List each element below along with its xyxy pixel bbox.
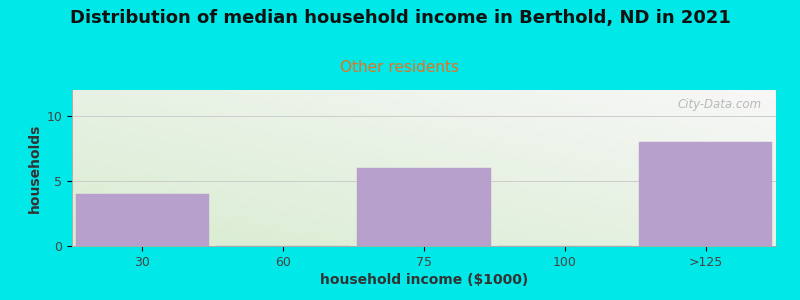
Text: Other residents: Other residents [341, 60, 459, 75]
X-axis label: household income ($1000): household income ($1000) [320, 273, 528, 287]
Text: City-Data.com: City-Data.com [678, 98, 762, 111]
Bar [357, 168, 491, 246]
Y-axis label: households: households [28, 123, 42, 213]
Bar [75, 194, 210, 246]
Bar [638, 142, 773, 246]
Text: Distribution of median household income in Berthold, ND in 2021: Distribution of median household income … [70, 9, 730, 27]
